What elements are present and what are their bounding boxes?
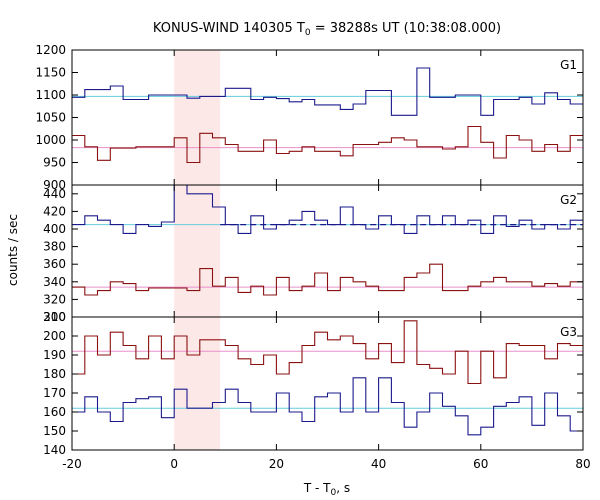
- y-tick-label: 320: [43, 292, 66, 306]
- x-tick-label: 80: [575, 457, 590, 471]
- y-tick-label: 180: [43, 367, 66, 381]
- x-tick-label: 60: [473, 457, 488, 471]
- panel-label-g2: G2: [560, 193, 577, 207]
- y-tick-label: 400: [43, 222, 66, 236]
- y-tick-label: 170: [43, 386, 66, 400]
- highlight-interval: [174, 50, 221, 450]
- lightcurve-g2-blue: [72, 184, 583, 234]
- panel-frame-g3: [71, 316, 584, 451]
- x-tick-label: 20: [269, 457, 284, 471]
- chart-title-subscript: 0: [305, 28, 311, 38]
- lightcurve-g1-red: [72, 125, 583, 164]
- y-tick-label: 190: [43, 348, 66, 362]
- y-tick-label: 900: [43, 178, 66, 192]
- x-axis-label-subscript: 0: [331, 488, 337, 498]
- y-tick-label: 420: [43, 204, 66, 218]
- panel-label-g1: G1: [560, 58, 577, 72]
- y-tick-label: 1000: [35, 133, 66, 147]
- lightcurve-g3-blue: [72, 377, 583, 436]
- y-tick-label: 340: [43, 275, 66, 289]
- y-tick-label: 1150: [35, 66, 66, 80]
- lightcurve-g2-red: [72, 263, 583, 296]
- y-tick-label: 150: [43, 424, 66, 438]
- x-axis-label: T - T0, s: [303, 481, 350, 498]
- x-tick-label: 0: [170, 457, 178, 471]
- chart-title: KONUS-WIND 140305 T0 = 38288s UT (10:38:…: [153, 21, 501, 38]
- y-tick-label: 380: [43, 240, 66, 254]
- y-axis-label: counts / sec: [6, 214, 20, 286]
- y-tick-label: 950: [43, 156, 66, 170]
- lightcurve-g3-red: [72, 320, 583, 385]
- x-tick-label: 40: [371, 457, 386, 471]
- y-tick-label: 140: [43, 443, 66, 457]
- x-tick-label: -20: [62, 457, 82, 471]
- y-tick-label: 300: [43, 310, 66, 324]
- plot-area: 900 950 1000 1050 1100 1150 1200 G1 300 320 340 360…: [35, 43, 590, 471]
- y-tick-label: 160: [43, 405, 66, 419]
- y-tick-label: 1200: [35, 43, 66, 57]
- lightcurve-g1-blue: [72, 67, 583, 116]
- y-tick-label: 200: [43, 329, 66, 343]
- y-tick-label: 440: [43, 187, 66, 201]
- y-tick-label: 360: [43, 257, 66, 271]
- y-tick-label: 1050: [35, 111, 66, 125]
- panel-label-g3: G3: [560, 325, 577, 339]
- y-tick-label: 210: [43, 310, 66, 324]
- y-tick-label: 1100: [35, 88, 66, 102]
